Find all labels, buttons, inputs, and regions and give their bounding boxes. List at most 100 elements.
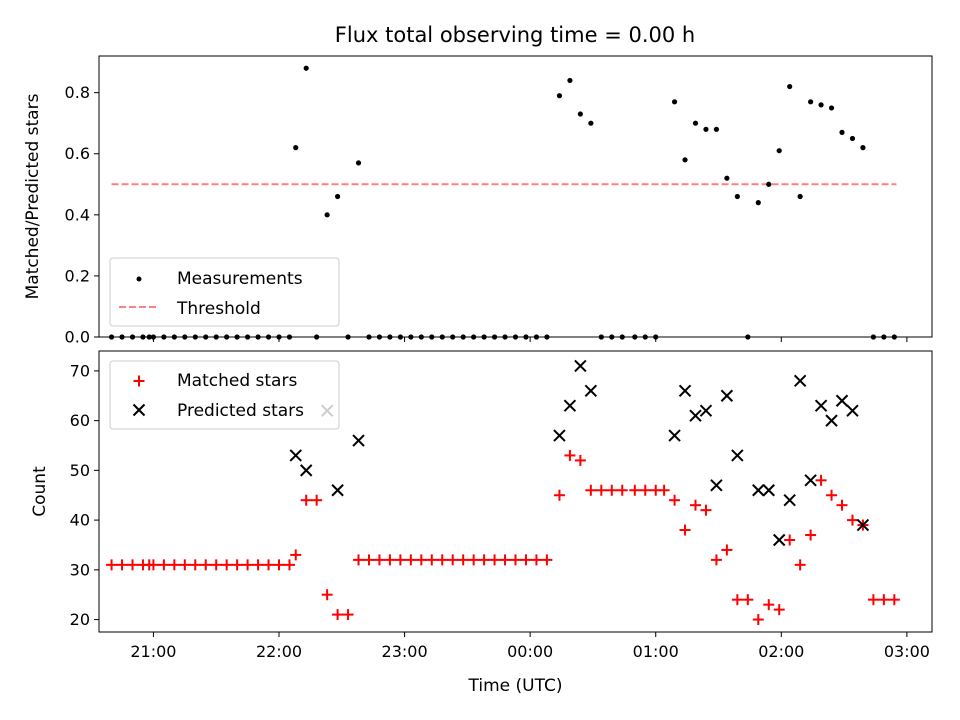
legend-matched-label: Matched stars xyxy=(177,371,297,391)
matched-point xyxy=(426,554,438,566)
predicted-point-b xyxy=(553,429,566,442)
measurement-point xyxy=(755,200,761,206)
legend-matched-glyph xyxy=(133,375,145,387)
matched-point xyxy=(867,594,879,606)
predicted-point xyxy=(668,429,681,442)
top-x-ticks xyxy=(152,337,908,342)
measurement-point xyxy=(828,105,835,111)
top-ytick-label: 0.8 xyxy=(65,83,90,102)
predicted-point-b xyxy=(710,479,723,492)
predicted-point xyxy=(553,429,566,442)
bottom-ytick-label: 50 xyxy=(70,461,90,480)
matched-point xyxy=(415,554,427,566)
matched-point xyxy=(595,484,607,496)
predicted-point-b xyxy=(825,414,838,427)
measurement-point xyxy=(703,126,709,132)
predicted-point xyxy=(856,518,870,532)
measurement-point xyxy=(724,175,730,181)
measurement-point xyxy=(303,65,309,71)
predicted-point-b xyxy=(584,384,598,397)
matched-point xyxy=(373,554,385,566)
predicted-point xyxy=(804,474,817,487)
matched-point xyxy=(658,484,670,496)
measurement-point xyxy=(734,193,740,200)
predicted-point xyxy=(783,493,796,507)
predicted-point-b xyxy=(752,484,765,497)
xtick-label: 22:00 xyxy=(256,642,302,661)
matched-point xyxy=(290,549,302,561)
measurement-point xyxy=(324,212,330,218)
matched-point xyxy=(530,554,542,566)
predicted-point-b xyxy=(668,429,681,442)
matched-point xyxy=(773,604,785,616)
bottom-legend-box xyxy=(109,360,340,430)
legend-measurements-marker xyxy=(136,276,142,282)
top-ytick-label: 0.6 xyxy=(65,144,90,163)
measurement-point xyxy=(682,157,688,163)
predicted-point-b xyxy=(689,409,702,422)
predicted-point xyxy=(563,399,577,412)
matched-point xyxy=(616,484,628,496)
matched-point xyxy=(742,594,754,606)
measurement-point xyxy=(808,99,814,105)
predicted-point xyxy=(689,409,702,422)
bottom-y-ticks: 20 30 40 50 60 70 xyxy=(70,361,99,629)
bottom-ytick-label: 20 xyxy=(70,610,90,629)
predicted-point-b xyxy=(699,404,713,417)
measurement-point xyxy=(334,193,341,200)
matched-point xyxy=(805,529,817,541)
predicted-point-b xyxy=(563,399,577,412)
legend-predicted-label: Predicted stars xyxy=(177,401,304,421)
matched-point xyxy=(669,494,681,506)
matched-point xyxy=(263,559,275,571)
predicted-point-b xyxy=(846,404,859,417)
legend-measurements-label: Measurements xyxy=(177,269,303,289)
matched-point xyxy=(189,559,201,571)
matched-point xyxy=(273,559,285,571)
bottom-ytick-label: 40 xyxy=(70,511,90,530)
matched-point xyxy=(321,589,333,601)
matched-point xyxy=(826,489,838,501)
matched-point xyxy=(606,484,618,496)
matched-point xyxy=(394,554,406,566)
matched-point xyxy=(784,534,796,546)
predicted-point-b xyxy=(352,434,365,447)
predicted-point-b xyxy=(720,389,734,402)
matched-point xyxy=(468,554,480,566)
predicted-point-b xyxy=(835,394,849,407)
legend-matched-marker xyxy=(133,375,145,387)
measurement-point xyxy=(577,111,583,117)
measurement-point xyxy=(692,120,699,126)
matched-point xyxy=(300,494,312,506)
predicted-point xyxy=(352,434,365,447)
matched-point xyxy=(489,554,501,566)
predicted-point xyxy=(773,533,786,547)
predicted-point xyxy=(574,359,587,373)
matched-point xyxy=(384,554,396,566)
measurement-point xyxy=(839,129,845,135)
matched-point xyxy=(179,559,191,571)
bottom-axes-frame xyxy=(98,350,933,633)
matched-point xyxy=(752,614,764,626)
top-y-ticks: 0.0 0.2 0.4 0.6 0.8 xyxy=(65,83,99,347)
measurement-point xyxy=(797,193,803,200)
matched-point xyxy=(168,559,180,571)
matched-point xyxy=(478,554,490,566)
bottom-ytick-label: 60 xyxy=(70,411,90,430)
matched-point xyxy=(574,454,586,466)
predicted-point xyxy=(699,404,713,417)
matched-point xyxy=(689,499,701,511)
matched-point xyxy=(158,559,170,571)
chart-title: Flux total observing time = 0.00 h xyxy=(335,23,695,47)
predicted-point-b xyxy=(814,399,828,412)
predicted-point-b xyxy=(793,374,807,388)
matched-point xyxy=(836,499,848,511)
top-y-axis-label: Matched/Predicted stars xyxy=(23,93,43,299)
predicted-point xyxy=(731,449,744,462)
measurement-point xyxy=(776,148,782,154)
top-legend: Measurements Threshold xyxy=(109,257,340,327)
measurement-point xyxy=(766,181,772,187)
top-panel: 0.00.20.40.60.8 Matched/Predicted stars … xyxy=(23,55,933,347)
matched-point xyxy=(710,554,722,566)
predicted-point-b xyxy=(783,493,796,507)
